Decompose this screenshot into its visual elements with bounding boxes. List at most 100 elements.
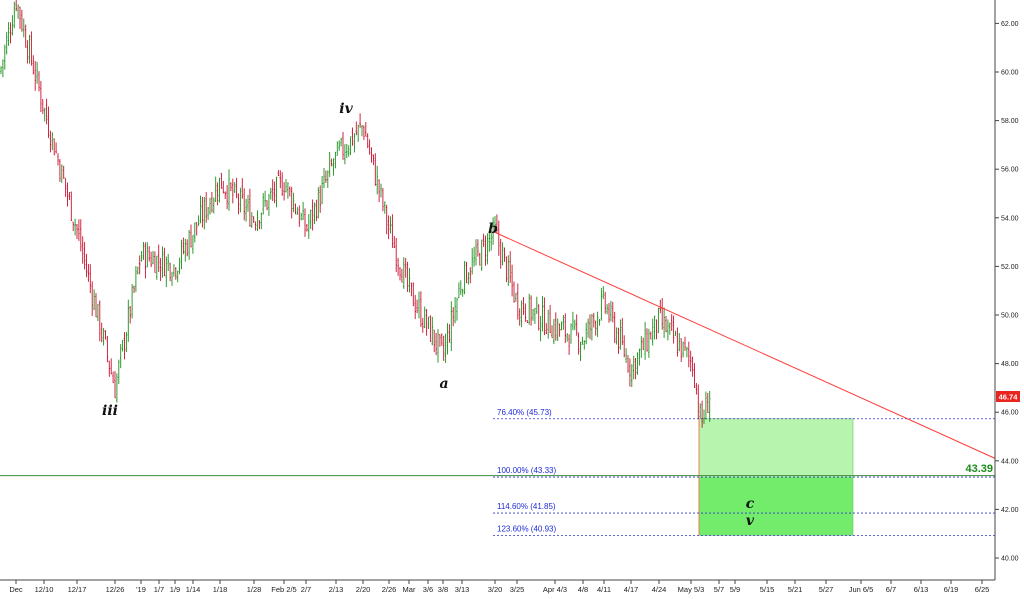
price-bar <box>270 187 272 200</box>
price-bar <box>11 15 14 36</box>
price-bar <box>119 344 122 369</box>
price-bar <box>224 191 226 199</box>
price-bar <box>496 214 498 234</box>
price-bar <box>370 147 373 163</box>
price-bar <box>589 314 591 340</box>
price-bar <box>300 212 302 221</box>
price-bar <box>583 340 586 350</box>
fib-level-label: 114.60% (41.85) <box>497 502 556 511</box>
price-bar <box>672 315 675 344</box>
price-bar <box>0 66 2 75</box>
target-zone <box>698 418 854 536</box>
price-bar <box>235 177 238 199</box>
price-bar <box>452 307 454 327</box>
price-bar <box>437 329 439 363</box>
price-bar <box>4 44 6 70</box>
price-bar <box>226 185 228 210</box>
fib-level-label: 76.40% (45.73) <box>497 408 552 417</box>
y-tick-label: 54.00 <box>1001 215 1019 222</box>
price-bar <box>659 299 662 314</box>
y-tick-label: 46.00 <box>1001 410 1019 417</box>
price-bar <box>129 306 131 324</box>
price-bar <box>137 266 139 275</box>
price-bar <box>486 233 489 265</box>
price-bar <box>530 295 532 326</box>
price-bar <box>676 327 679 357</box>
price-bar <box>91 281 93 316</box>
price-bar <box>43 107 46 122</box>
wave-label-b: b <box>488 221 498 237</box>
price-bar <box>205 192 207 223</box>
price-bar <box>598 319 601 326</box>
price-bar <box>507 255 510 286</box>
price-bar <box>526 320 529 324</box>
price-bar <box>112 371 114 383</box>
price-bar <box>575 314 578 336</box>
price-bar <box>623 335 625 358</box>
price-bar <box>574 319 576 331</box>
price-bar <box>138 255 141 275</box>
price-bar <box>279 170 282 189</box>
price-bar <box>334 151 337 169</box>
price-bar <box>382 187 384 212</box>
price-bar <box>665 316 667 333</box>
price-bar <box>391 214 394 248</box>
price-bar <box>655 319 658 340</box>
price-bar <box>114 371 116 399</box>
price-bar <box>494 216 496 232</box>
price-bar <box>249 188 251 227</box>
y-tick-label: 52.00 <box>1001 264 1019 271</box>
price-bar <box>116 373 118 403</box>
price-bar <box>53 138 55 156</box>
price-bar <box>346 143 348 159</box>
price-bar <box>442 335 445 361</box>
price-bar <box>439 334 441 347</box>
x-tick-label: 1/18 <box>213 585 228 594</box>
price-bar <box>591 313 593 341</box>
price-bar <box>30 31 33 66</box>
x-tick-label: Feb 2/5 <box>271 585 296 594</box>
price-bar <box>258 220 261 230</box>
price-bar <box>2 59 4 78</box>
price-bar <box>461 288 464 297</box>
price-bar <box>384 201 386 214</box>
price-bar <box>634 358 637 380</box>
x-tick-label: 6/19 <box>944 585 959 594</box>
price-bar <box>260 212 263 230</box>
price-bar <box>104 330 107 340</box>
price-bar <box>418 291 420 319</box>
price-bar <box>553 318 555 345</box>
price-bar <box>332 158 335 176</box>
price-bar <box>201 196 204 228</box>
price-bar <box>292 192 295 213</box>
price-bar <box>467 272 470 285</box>
price-bar <box>64 178 67 197</box>
x-tick-label: 4/8 <box>578 585 588 594</box>
price-bar <box>81 236 84 264</box>
price-bar <box>631 364 633 388</box>
price-bar <box>686 346 688 358</box>
price-bar <box>385 204 388 235</box>
price-bar <box>653 315 656 340</box>
price-bar <box>216 182 219 206</box>
x-tick-label: Apr 4/3 <box>543 585 567 594</box>
price-bar <box>251 212 253 228</box>
y-tick-label: 62.00 <box>1001 21 1019 28</box>
price-bar <box>125 331 128 353</box>
price-bar <box>422 317 424 333</box>
x-tick-label: 1/7 <box>154 585 164 594</box>
x-tick-label: 5/7 <box>714 585 724 594</box>
price-bar <box>328 152 331 178</box>
price-bar <box>211 191 213 213</box>
price-bar <box>186 239 188 257</box>
x-tick-label: 1/9 <box>170 585 180 594</box>
price-bar <box>570 323 572 344</box>
price-bar <box>51 132 54 151</box>
price-bar <box>55 142 57 154</box>
price-bar <box>691 356 694 377</box>
price-bar <box>640 336 643 358</box>
price-bar <box>317 187 320 219</box>
support-level-label: 43.39 <box>965 463 993 475</box>
target-zone-lower <box>699 477 853 536</box>
